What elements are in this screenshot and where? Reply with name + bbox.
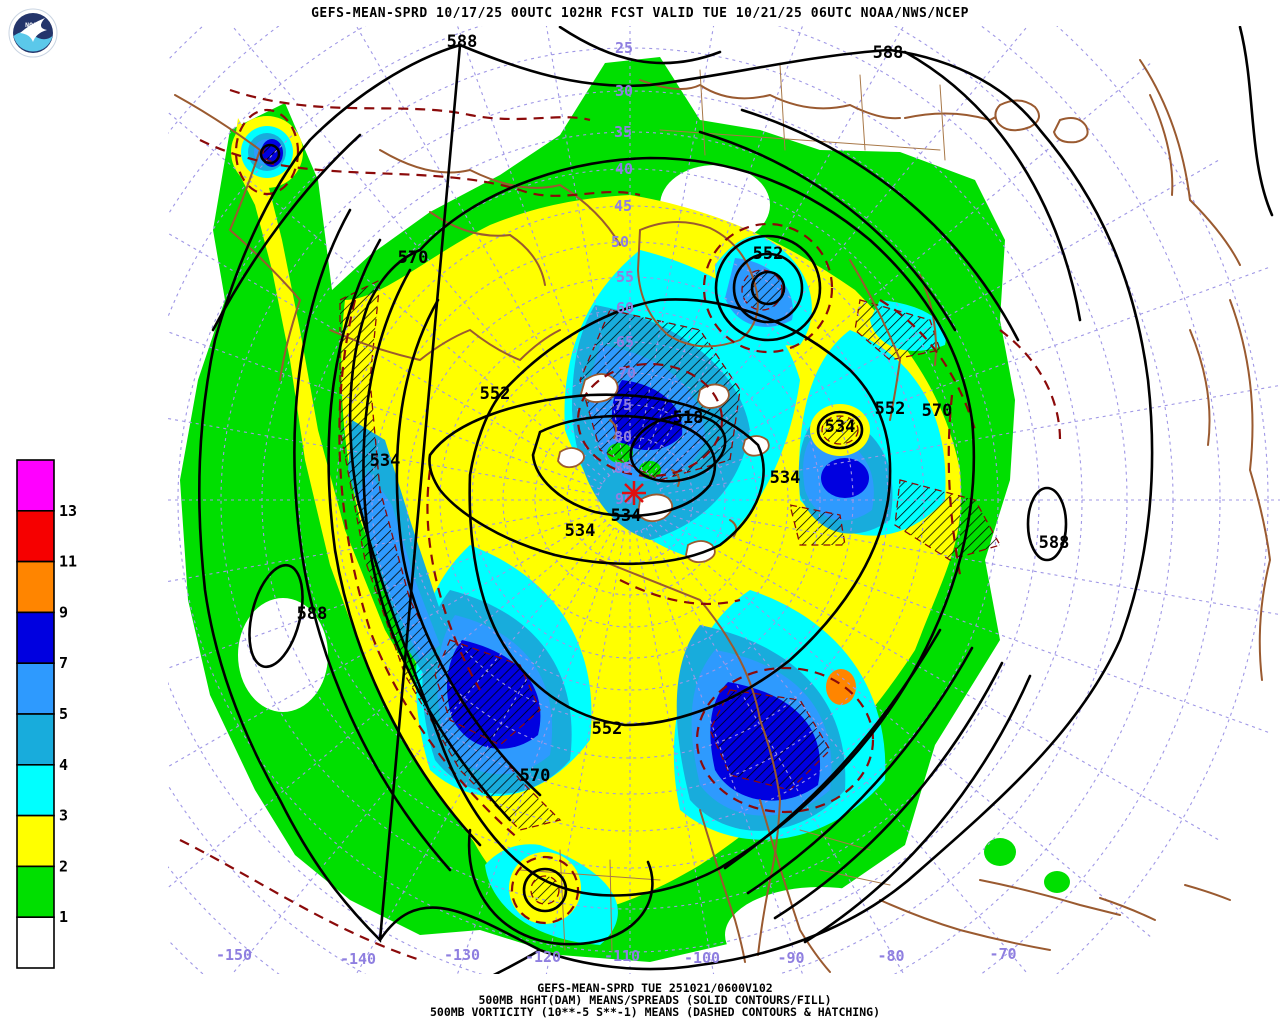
- longitude-label: -140: [340, 950, 376, 968]
- colorbar-label: 4: [59, 756, 68, 774]
- longitude-label: -110: [604, 947, 640, 965]
- noaa-logo-text: NOAA: [25, 21, 41, 29]
- latitude-label: 40: [615, 160, 633, 178]
- height-contour-label: 534: [565, 521, 596, 541]
- colorbar-segment: [16, 509, 55, 563]
- colorbar-label: 1: [59, 908, 68, 926]
- latitude-label: 30: [615, 82, 633, 100]
- colorbar-segment: [16, 611, 55, 665]
- colorbar-label: 9: [59, 603, 68, 621]
- pole-star-marker: [622, 481, 646, 505]
- height-contour-label: 534: [770, 468, 801, 488]
- longitude-label: -100: [684, 949, 720, 967]
- height-contour-label: 518: [673, 408, 704, 428]
- chart-caption: GEFS-MEAN-SPRD TUE 251021/0600V102 500MB…: [429, 981, 881, 1019]
- colorbar-segment: [16, 459, 55, 512]
- longitude-label: -90: [777, 949, 804, 967]
- height-contour-label: 588: [873, 43, 904, 63]
- colorbar-label: 7: [59, 654, 68, 672]
- colorbar-segment: [16, 713, 55, 766]
- colorbar-label: 2: [59, 857, 68, 875]
- latitude-label: 90: [615, 490, 633, 508]
- latitude-label: 85: [614, 459, 632, 477]
- latitude-label: 35: [614, 123, 632, 141]
- colorbar-segment: [16, 662, 55, 715]
- colorbar-label: 3: [59, 807, 68, 825]
- latitude-label: 25: [615, 39, 633, 57]
- colorbar-segment: [16, 814, 55, 868]
- noaa-logo: NOAA: [8, 8, 58, 58]
- latitude-label: 60: [616, 299, 634, 317]
- colorbar-segment: [16, 865, 55, 919]
- latitude-label: 45: [614, 197, 632, 215]
- latitude-label: 55: [616, 268, 634, 286]
- latitude-label: 80: [614, 428, 632, 446]
- latitude-label: 70: [618, 364, 636, 382]
- height-contour-label: 552: [592, 719, 623, 739]
- height-contour-label: 588: [447, 32, 478, 52]
- height-contour-label: 552: [753, 244, 784, 264]
- height-contour-label: 570: [398, 248, 429, 268]
- height-contour-label: 570: [922, 401, 953, 421]
- colorbar-label: 5: [59, 705, 68, 723]
- colorbar-segment: [16, 560, 55, 614]
- height-contour-label: 588: [297, 604, 328, 624]
- latitude-label: 75: [614, 396, 632, 414]
- latitude-label: 50: [611, 233, 629, 251]
- spread-colorbar: 13 11 9 7 5 4 3 2 1: [16, 459, 77, 969]
- vorticity-hatching: [262, 144, 1001, 905]
- height-contour-label: 552: [875, 399, 906, 419]
- height-contour-label: 534: [611, 506, 642, 526]
- chart-title: GEFS-MEAN-SPRD 10/17/25 00UTC 102HR FCST…: [311, 6, 969, 21]
- longitude-label: -150: [216, 946, 252, 964]
- longitude-label: -130: [444, 946, 480, 964]
- longitude-label: -120: [525, 948, 561, 966]
- colorbar-label: 13: [59, 502, 77, 520]
- colorbar-label: 11: [59, 553, 77, 571]
- height-contours: [197, 26, 1274, 974]
- height-contour-label: 570: [520, 766, 551, 786]
- height-contour-label: 588: [1039, 533, 1070, 553]
- latitude-label: 65: [616, 333, 634, 351]
- longitude-label: -80: [877, 947, 904, 965]
- height-contour-label: 534: [370, 451, 401, 471]
- height-contour-label: 534: [825, 417, 856, 437]
- colorbar-segment: [16, 763, 55, 817]
- longitude-label: -70: [989, 945, 1016, 963]
- colorbar-segment: [16, 916, 55, 969]
- height-contour-label: 552: [480, 384, 511, 404]
